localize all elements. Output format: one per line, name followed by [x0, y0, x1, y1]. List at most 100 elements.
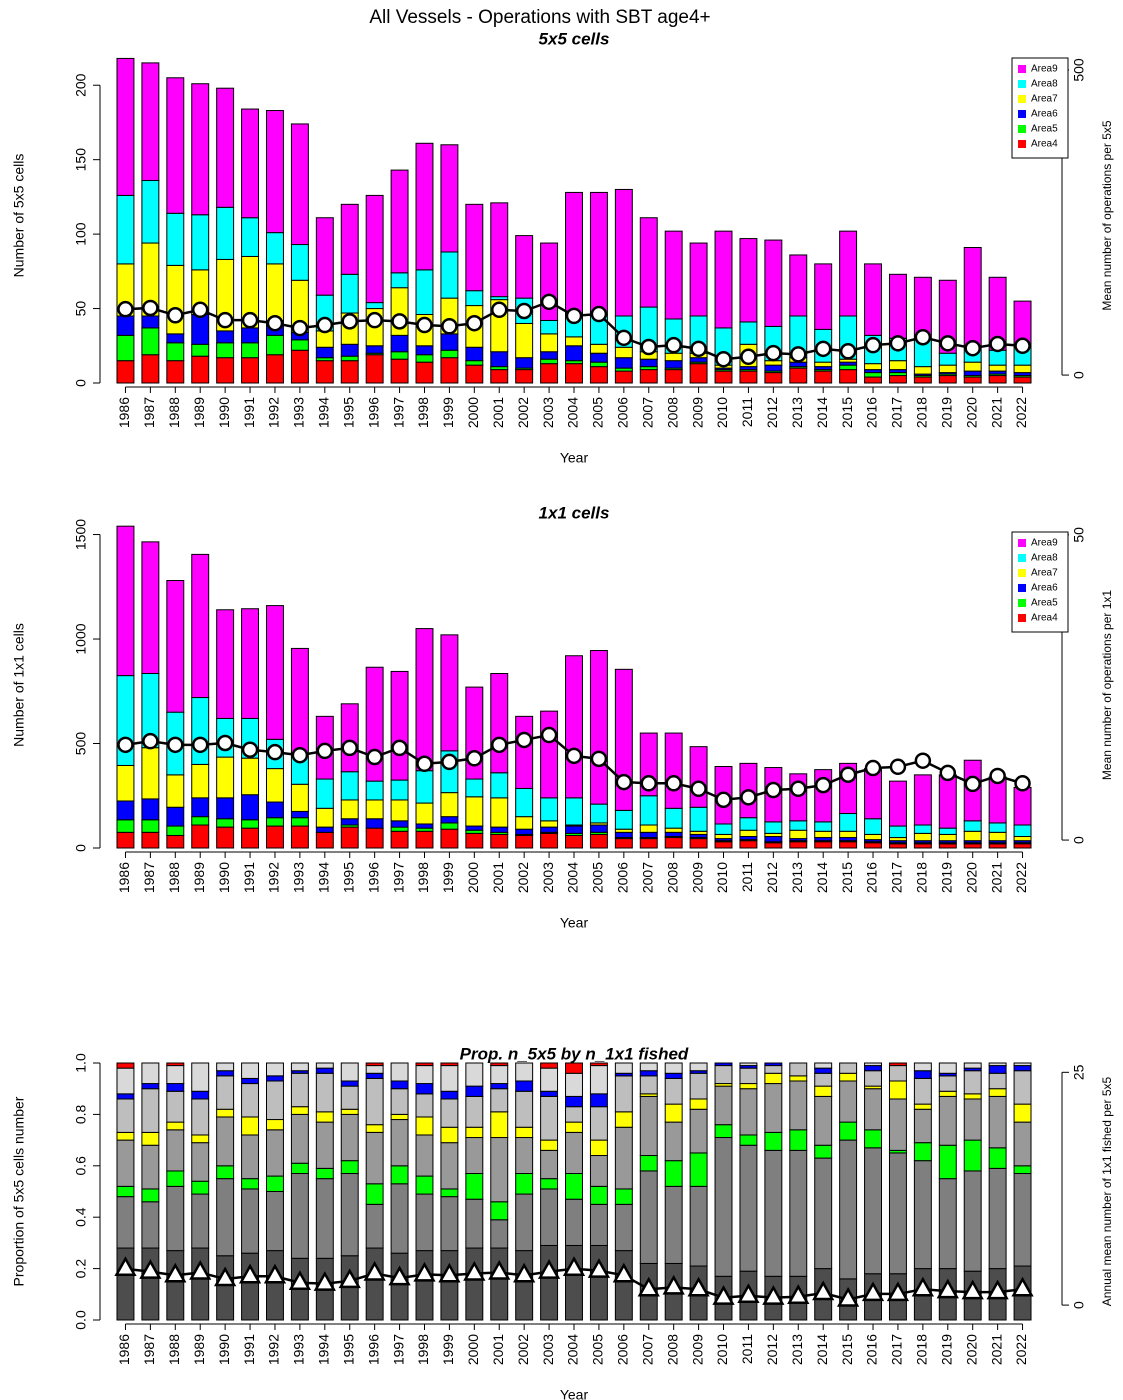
bar-segment — [938, 1062, 957, 1074]
point-marker — [139, 1259, 162, 1279]
point-marker — [936, 1278, 959, 1299]
bar-segment — [1013, 376, 1032, 384]
x-tick-label: 1986 — [116, 1334, 132, 1365]
bar-segment — [141, 180, 160, 244]
point-marker — [413, 1261, 436, 1282]
bar-segment — [764, 836, 783, 843]
bar-segment — [315, 807, 334, 828]
bar-segment — [241, 819, 260, 829]
bar-segment — [216, 1070, 235, 1077]
bar-segment — [714, 370, 733, 384]
bar-segment — [365, 1065, 384, 1074]
y-tick-label: 50 — [73, 301, 89, 317]
bar-segment — [315, 778, 334, 809]
bar-segment — [839, 369, 858, 384]
bar-segment — [888, 1098, 907, 1151]
point-marker — [540, 293, 558, 311]
x-tick-label: 1990 — [216, 397, 232, 428]
bar-segment — [340, 203, 359, 275]
bar-segment — [266, 1080, 284, 1121]
bar-segment — [963, 1062, 982, 1069]
bar-segment — [938, 833, 957, 842]
bar-segment — [365, 799, 384, 820]
bar-segment — [191, 824, 210, 849]
bar-segment — [141, 747, 160, 800]
bar-segment — [241, 757, 260, 796]
bar-segment — [664, 827, 683, 833]
x-tick-label: 1998 — [415, 862, 431, 893]
bar-segment — [315, 217, 334, 296]
point-marker — [814, 776, 832, 794]
y-tick-label: 0 — [73, 844, 89, 852]
bar-segment — [365, 1131, 384, 1185]
point-marker — [263, 1263, 287, 1284]
bar-segment — [938, 843, 957, 849]
bar-segment — [415, 830, 434, 849]
point-marker — [590, 305, 608, 323]
bar-segment — [241, 217, 260, 257]
bar-segment — [465, 203, 484, 292]
legend-label: Area8 — [1031, 553, 1058, 564]
legend-label: Area4 — [1031, 139, 1058, 150]
bar-segment — [814, 841, 833, 849]
bar-segment — [1013, 1103, 1032, 1123]
point-marker — [291, 746, 309, 764]
bar-segment — [440, 1126, 459, 1144]
bar-segment — [540, 351, 559, 360]
bar-segment — [540, 832, 559, 849]
bar-segment — [540, 333, 559, 353]
chart-title: 1x1 cells — [539, 503, 610, 522]
bar-segment — [315, 831, 334, 849]
point-marker — [914, 328, 932, 346]
bar-segment — [714, 1085, 733, 1126]
bar-segment — [266, 1191, 284, 1252]
y-tick-label: 0.0 — [73, 1310, 89, 1330]
bar-segment — [988, 1062, 1007, 1067]
bar-segment — [191, 355, 210, 384]
bar-segment — [565, 1173, 583, 1200]
x-tick-label: 1997 — [390, 862, 406, 893]
point-marker — [341, 739, 358, 757]
y2-axis-title: Annual mean number of 1x1 fished per 5x5 — [1100, 1076, 1114, 1306]
y-axis-title: Proportion of 5x5 cells number — [11, 1096, 27, 1286]
point-marker — [438, 1262, 461, 1283]
bar-segment — [589, 1093, 608, 1108]
bar-segment — [216, 1108, 235, 1118]
point-marker — [266, 314, 284, 332]
point-marker — [690, 340, 707, 358]
bar-segment — [266, 1129, 284, 1177]
bar-segment — [515, 787, 534, 818]
point-marker — [836, 1286, 860, 1307]
bar-segment — [365, 1203, 384, 1249]
bar-segment — [963, 247, 982, 347]
bar-segment — [515, 357, 534, 369]
point-marker — [612, 1262, 635, 1283]
x-tick-label: 1997 — [390, 397, 406, 428]
point-marker — [540, 726, 558, 744]
bar-segment — [290, 339, 309, 351]
bar-segment — [415, 1065, 434, 1085]
point-marker — [914, 752, 932, 769]
bar-segment — [315, 1121, 334, 1169]
bar-segment — [116, 1185, 135, 1198]
bar-segment — [290, 1062, 309, 1072]
bar-segment — [465, 364, 484, 384]
bar-segment — [664, 369, 683, 384]
bar-segment — [365, 818, 384, 829]
bar-segment — [639, 1070, 658, 1077]
bar-segment — [639, 795, 658, 826]
bar-segment — [789, 829, 808, 840]
bar-segment — [913, 1103, 932, 1110]
bar-segment — [814, 830, 833, 839]
bar-segment — [490, 826, 509, 833]
bar-segment — [365, 302, 384, 310]
bar-segment — [390, 826, 409, 832]
bar-segment — [614, 188, 633, 317]
bar-segment — [814, 821, 833, 832]
bar-segment — [440, 144, 459, 253]
bar-segment — [340, 826, 359, 849]
x-tick-label: 2003 — [540, 397, 556, 428]
bar-segment — [913, 774, 932, 826]
x-tick-label: 1991 — [241, 1334, 257, 1365]
bar-segment — [390, 1113, 409, 1121]
